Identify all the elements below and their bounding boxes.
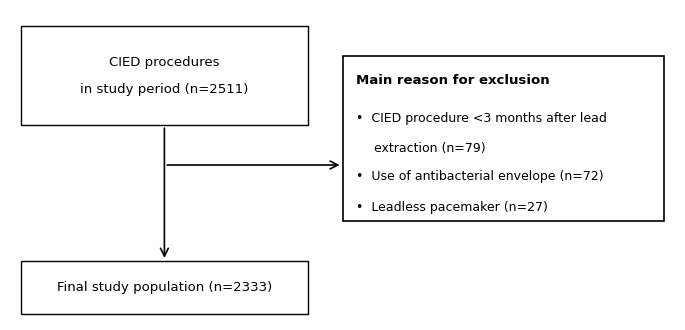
Text: CIED procedures: CIED procedures: [109, 56, 220, 69]
Text: extraction (n=79): extraction (n=79): [366, 142, 486, 155]
Bar: [342, 56, 664, 221]
Text: •  Use of antibacterial envelope (n=72): • Use of antibacterial envelope (n=72): [356, 170, 603, 183]
Bar: [21, 26, 308, 125]
Text: •  Leadless pacemaker (n=27): • Leadless pacemaker (n=27): [356, 201, 548, 214]
Text: in study period (n=2511): in study period (n=2511): [80, 82, 249, 96]
Text: Main reason for exclusion: Main reason for exclusion: [356, 74, 550, 87]
Text: •  CIED procedure <3 months after lead: • CIED procedure <3 months after lead: [356, 112, 607, 125]
Bar: [21, 261, 308, 313]
Text: Final study population (n=2333): Final study population (n=2333): [57, 280, 272, 294]
